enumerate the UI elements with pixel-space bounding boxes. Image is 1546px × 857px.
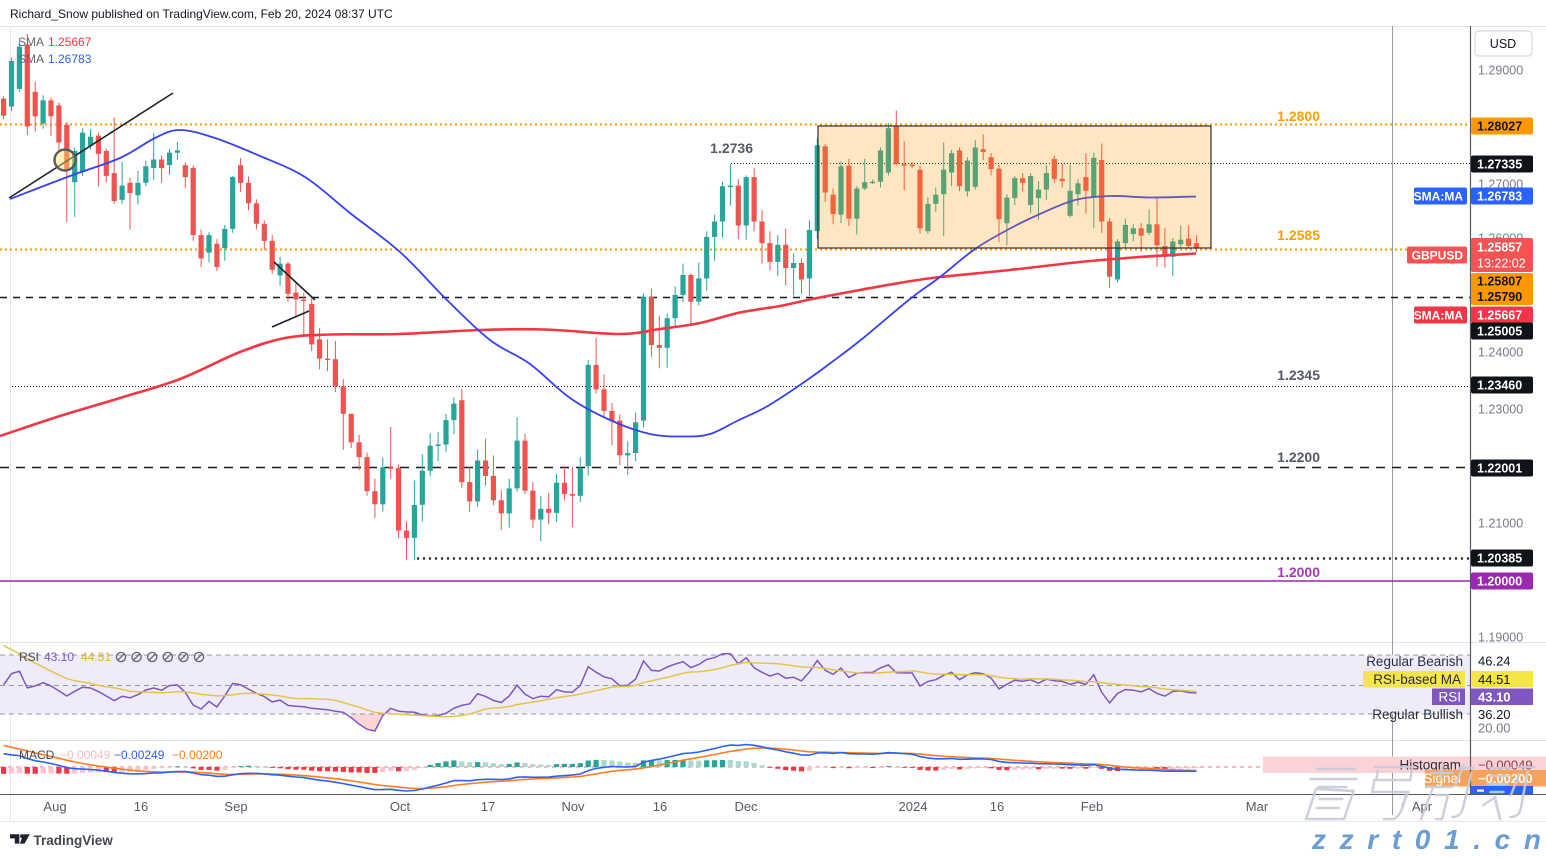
svg-text:1.2345: 1.2345 xyxy=(1277,367,1320,383)
svg-text:44.51: 44.51 xyxy=(81,650,111,664)
svg-text:1.25807: 1.25807 xyxy=(1477,275,1522,289)
svg-text:1.2585: 1.2585 xyxy=(1277,227,1320,243)
svg-text:Nov: Nov xyxy=(561,799,585,814)
svg-text:RSI: RSI xyxy=(1438,690,1461,705)
svg-text:1.23000: 1.23000 xyxy=(1478,403,1523,417)
svg-text:MACD: MACD xyxy=(19,748,55,762)
svg-text:1.26783: 1.26783 xyxy=(1477,190,1522,204)
svg-text:1.20385: 1.20385 xyxy=(1477,552,1522,566)
svg-text:1.25857: 1.25857 xyxy=(1477,241,1522,255)
svg-text:1.2800: 1.2800 xyxy=(1277,108,1320,124)
svg-text:2024: 2024 xyxy=(899,799,928,814)
svg-text:1.23460: 1.23460 xyxy=(1477,379,1522,393)
svg-text:1.28027: 1.28027 xyxy=(1477,120,1522,134)
svg-text:43.10: 43.10 xyxy=(1478,690,1511,705)
svg-text:Oct: Oct xyxy=(390,799,411,814)
svg-text:USD: USD xyxy=(1490,37,1516,51)
svg-text:1.26783: 1.26783 xyxy=(48,52,92,66)
svg-text:1.29000: 1.29000 xyxy=(1478,64,1523,78)
svg-text:1.22001: 1.22001 xyxy=(1477,462,1522,476)
svg-text:1.25667: 1.25667 xyxy=(1477,309,1522,323)
svg-text:20.00: 20.00 xyxy=(1478,721,1511,736)
svg-text:Regular Bullish: Regular Bullish xyxy=(1372,707,1463,722)
svg-text:1.2736: 1.2736 xyxy=(710,140,753,156)
svg-text:SMA: SMA xyxy=(18,35,44,49)
svg-text:Signal: Signal xyxy=(1423,771,1461,786)
svg-text:GBPUSD: GBPUSD xyxy=(1412,249,1464,263)
svg-text:−0.00049: −0.00049 xyxy=(60,748,111,762)
svg-text:RSI: RSI xyxy=(19,650,39,664)
svg-text:16: 16 xyxy=(990,799,1004,814)
svg-text:17: 17 xyxy=(481,799,495,814)
svg-text:46.24: 46.24 xyxy=(1478,654,1511,669)
svg-text:Mar: Mar xyxy=(1246,799,1269,814)
svg-text:Richard_Snow published on Trad: Richard_Snow published on TradingView.co… xyxy=(10,7,393,21)
svg-text:1.25790: 1.25790 xyxy=(1477,290,1522,304)
svg-text:Histogram: Histogram xyxy=(1399,758,1461,773)
svg-text:1.25005: 1.25005 xyxy=(1477,325,1522,339)
svg-text:1.21000: 1.21000 xyxy=(1478,517,1523,531)
svg-text:1.25667: 1.25667 xyxy=(48,35,92,49)
svg-text:36.20: 36.20 xyxy=(1478,707,1511,722)
svg-text:1.20000: 1.20000 xyxy=(1477,575,1522,589)
svg-text:13:22:02: 13:22:02 xyxy=(1477,257,1526,271)
svg-text:1.2200: 1.2200 xyxy=(1277,449,1320,465)
svg-text:Regular Bearish: Regular Bearish xyxy=(1366,654,1463,669)
svg-text:−0.00249: −0.00249 xyxy=(114,748,165,762)
svg-text:16: 16 xyxy=(653,799,667,814)
svg-text:Feb: Feb xyxy=(1081,799,1103,814)
svg-text:SMA:MA: SMA:MA xyxy=(1414,190,1464,204)
svg-text:44.51: 44.51 xyxy=(1478,672,1511,687)
svg-text:Apr: Apr xyxy=(1412,799,1433,814)
svg-text:zzrt01.cn: zzrt01.cn xyxy=(1311,824,1541,855)
svg-text:1.24000: 1.24000 xyxy=(1478,346,1523,360)
svg-text:1.2000: 1.2000 xyxy=(1277,564,1320,580)
svg-text:43.10: 43.10 xyxy=(44,650,74,664)
svg-text:Aug: Aug xyxy=(43,799,66,814)
svg-text:RSI-based MA: RSI-based MA xyxy=(1373,672,1461,687)
svg-text:−0.00200: −0.00200 xyxy=(172,748,223,762)
svg-text:1.27335: 1.27335 xyxy=(1477,158,1522,172)
svg-text:Sep: Sep xyxy=(224,799,247,814)
svg-text:SMA:MA: SMA:MA xyxy=(1414,309,1464,323)
svg-text:SMA: SMA xyxy=(18,52,44,66)
svg-text:16: 16 xyxy=(134,799,148,814)
svg-text:Dec: Dec xyxy=(734,799,758,814)
svg-text:1.19000: 1.19000 xyxy=(1478,631,1523,645)
svg-text:TradingView: TradingView xyxy=(34,833,114,848)
